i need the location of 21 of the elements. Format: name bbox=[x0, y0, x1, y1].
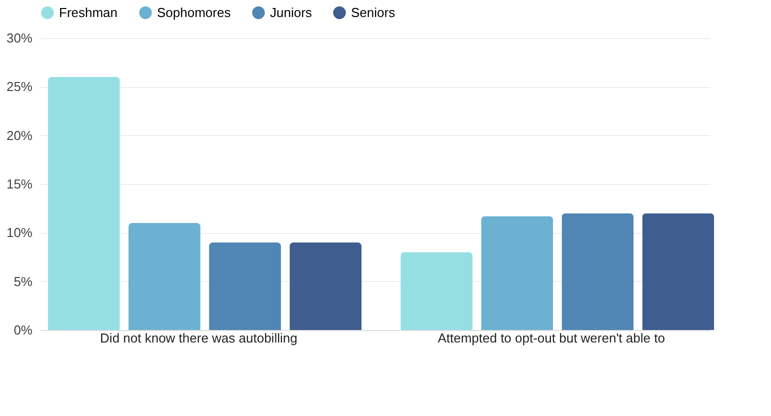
x-tick-label: Did not know there was autobilling bbox=[100, 330, 298, 346]
y-tick-label: 5% bbox=[14, 274, 33, 289]
legend-label: Juniors bbox=[270, 4, 312, 20]
bar bbox=[400, 252, 472, 330]
legend-label: Freshman bbox=[59, 4, 118, 20]
bar bbox=[128, 222, 200, 330]
legend-label: Sophomores bbox=[157, 4, 232, 20]
y-tick-label: 15% bbox=[6, 176, 33, 192]
bar bbox=[48, 76, 120, 330]
y-tick-label: 0% bbox=[14, 322, 33, 338]
y-tick-label: 30% bbox=[6, 30, 33, 46]
legend-label: Seniors bbox=[351, 4, 396, 20]
bar bbox=[562, 213, 634, 330]
bar bbox=[290, 242, 362, 330]
y-tick-label: 10% bbox=[6, 225, 33, 240]
bar bbox=[481, 216, 554, 330]
bar bbox=[209, 242, 281, 330]
y-tick-label: 20% bbox=[6, 128, 33, 143]
y-tick-label: 25% bbox=[6, 79, 33, 94]
bar bbox=[642, 213, 714, 330]
x-tick-label: Attempted to opt-out but weren't able to bbox=[438, 330, 665, 346]
